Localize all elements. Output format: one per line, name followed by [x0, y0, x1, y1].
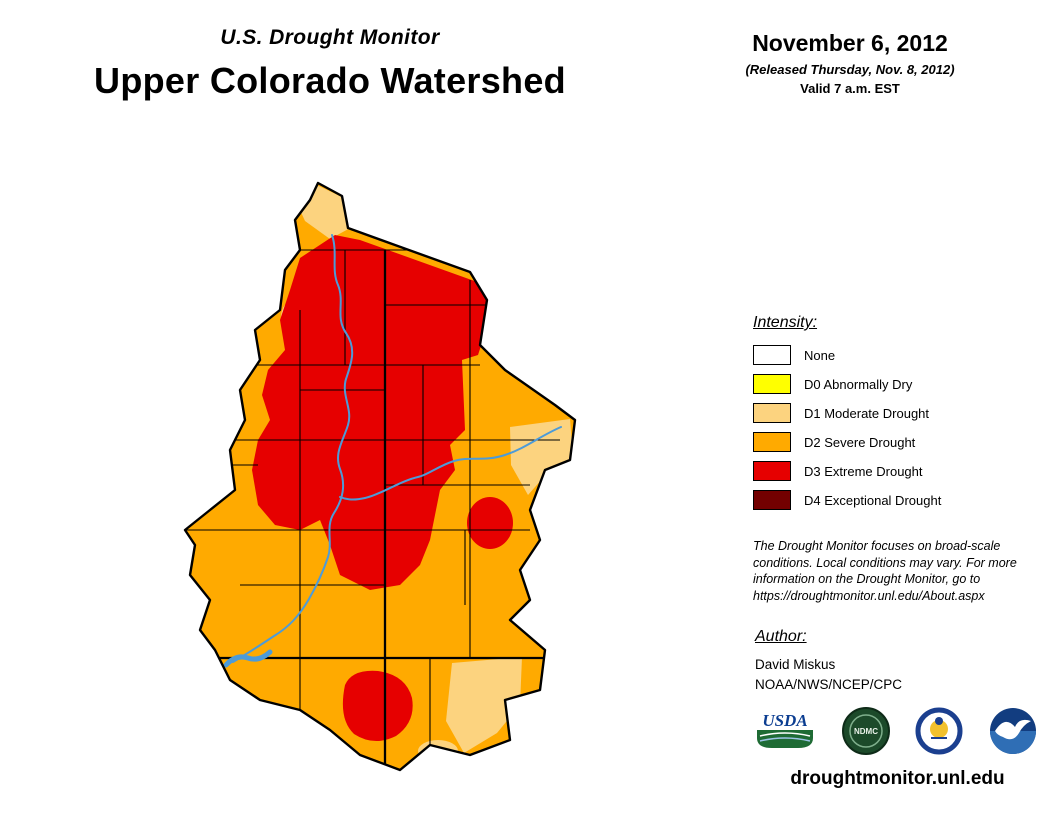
- noaa-logo: [989, 708, 1036, 754]
- legend-swatch-none: [753, 345, 791, 365]
- author-name: David Miskus: [755, 657, 836, 672]
- legend-swatch-d4: [753, 490, 791, 510]
- usda-logo: USDA: [757, 711, 813, 748]
- legend: Intensity: None D0 Abnormally Dry D1 Mod…: [753, 314, 1045, 519]
- map-date: November 6, 2012: [752, 30, 948, 56]
- legend-label-d3: D3 Extreme Drought: [804, 463, 923, 479]
- legend-item-d2: D2 Severe Drought: [753, 432, 1045, 452]
- author-heading: Author:: [755, 628, 807, 645]
- legend-item-d3: D3 Extreme Drought: [753, 461, 1045, 481]
- d1-region-east: [510, 419, 573, 495]
- legend-item-d4: D4 Exceptional Drought: [753, 490, 1045, 510]
- legend-label-d4: D4 Exceptional Drought: [804, 492, 942, 508]
- legend-label-d1: D1 Moderate Drought: [804, 405, 930, 421]
- usda-logo-stripe-1: [759, 732, 811, 737]
- disclaimer-text: The Drought Monitor focuses on broad-sca…: [753, 539, 1017, 603]
- legend-item-none: None: [753, 345, 1045, 365]
- legend-swatch-d0: [753, 374, 791, 394]
- d3-region-north: [252, 235, 492, 590]
- page-title: Upper Colorado Watershed: [94, 60, 566, 101]
- ndmc-logo-text: NDMC: [854, 727, 878, 736]
- legend-label-none: None: [804, 347, 836, 363]
- author-block: Author: David Miskus NOAA/NWS/NCEP/CPC: [755, 628, 1035, 692]
- d3-region-east: [467, 497, 513, 549]
- legend-swatch-d1: [753, 403, 791, 423]
- logo-row: USDA NDMC: [753, 700, 1038, 762]
- date-block: November 6, 2012 (Released Thursday, Nov…: [715, 30, 985, 96]
- valid-time: Valid 7 a.m. EST: [800, 81, 900, 96]
- legend-swatch-d3: [753, 461, 791, 481]
- rivers: [223, 234, 562, 668]
- footer-url: droughtmonitor.unl.edu: [790, 768, 1005, 789]
- title-block: U.S. Drought Monitor Upper Colorado Wate…: [30, 26, 630, 102]
- d3-region-south: [342, 670, 413, 742]
- watershed-outline: [183, 181, 577, 772]
- map-regions-d3: [252, 235, 513, 742]
- river-main: [232, 234, 354, 663]
- author-org: NOAA/NWS/NCEP/CPC: [755, 677, 903, 692]
- monitor-supertitle: U.S. Drought Monitor: [220, 26, 440, 49]
- lake-squiggle: [223, 649, 273, 668]
- ndmc-logo: NDMC: [841, 707, 890, 755]
- usda-logo-text: USDA: [762, 711, 807, 730]
- legend-heading: Intensity:: [753, 314, 818, 331]
- legend-label-d2: D2 Severe Drought: [804, 434, 916, 450]
- legend-swatch-d2: [753, 432, 791, 452]
- drought-map: [183, 181, 577, 772]
- cpc-logo: [915, 707, 963, 755]
- usda-logo-stripe-2: [759, 737, 811, 742]
- released-date: (Released Thursday, Nov. 8, 2012): [745, 62, 955, 77]
- d1-region-southeast: [446, 657, 522, 753]
- legend-item-d1: D1 Moderate Drought: [753, 403, 1045, 423]
- legend-item-d0: D0 Abnormally Dry: [753, 374, 1045, 394]
- legend-label-d0: D0 Abnormally Dry: [804, 376, 913, 392]
- river-east-tributary: [339, 426, 562, 501]
